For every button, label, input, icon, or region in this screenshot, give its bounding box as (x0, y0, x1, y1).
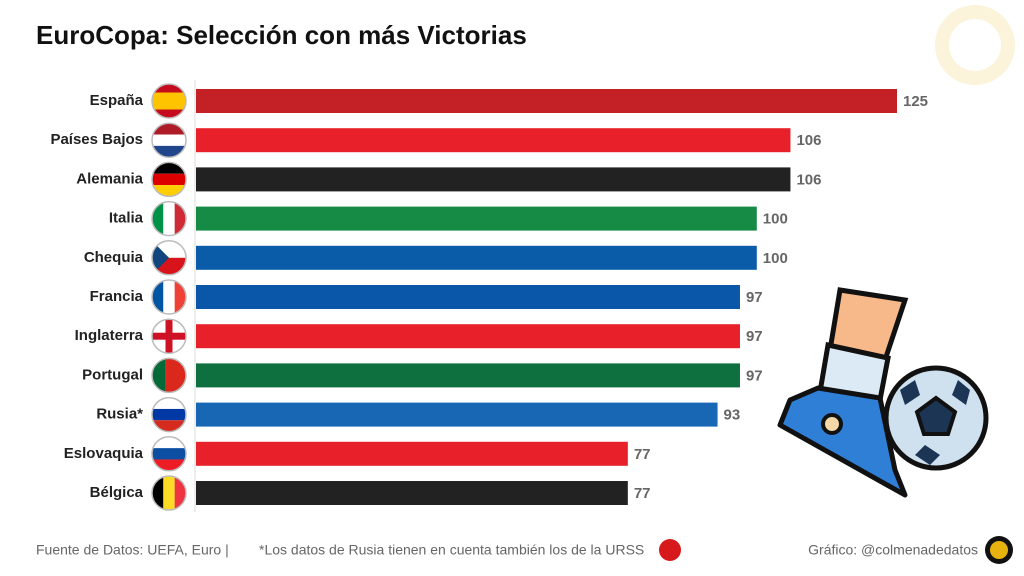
flag-stripe (174, 201, 186, 236)
flag (152, 397, 186, 432)
flag-border (151, 475, 187, 511)
flag-border (151, 357, 187, 394)
ussr-icon (659, 539, 681, 561)
flag-border (151, 240, 187, 276)
bar (196, 441, 628, 466)
flag-stripe (152, 280, 164, 314)
bar (196, 245, 757, 270)
flag (152, 476, 186, 510)
flag-stripe (152, 358, 166, 393)
flag-stripe (152, 162, 186, 174)
flag-border (151, 318, 187, 354)
flag-stripe (165, 358, 186, 393)
flag-stripe (152, 408, 186, 421)
chart-title: EuroCopa: Selección con más Victorias (36, 20, 527, 50)
flag (152, 123, 186, 158)
flag (152, 436, 186, 471)
value-label: 100 (763, 250, 788, 267)
flag-stripe (174, 476, 186, 510)
flag-stripe (152, 123, 186, 135)
y-tick-label: España (90, 92, 144, 109)
y-tick-label: Bélgica (90, 484, 144, 501)
y-tick-label: Chequia (84, 249, 144, 266)
flag-stripe (152, 448, 186, 460)
value-label: 97 (746, 289, 763, 306)
note: *Los datos de Rusia tienen en cuenta tam… (259, 542, 644, 558)
bar (196, 206, 757, 231)
flag-stripe (152, 459, 186, 471)
y-tick-label: Francia (90, 288, 144, 305)
illustration (777, 287, 989, 498)
credit: Gráfico: @colmenadedatos (808, 542, 978, 558)
y-tick-label: Inglaterra (75, 327, 144, 344)
flag-border (151, 436, 187, 472)
flag-stripe (163, 280, 175, 314)
bar (196, 324, 740, 349)
flag-border (151, 83, 187, 119)
flag (152, 240, 186, 275)
value-label: 97 (746, 328, 763, 345)
value-label: 106 (796, 171, 821, 188)
bar (196, 89, 897, 113)
flag-border (151, 161, 187, 198)
flag (152, 358, 186, 393)
flag (152, 319, 186, 354)
flag (152, 162, 186, 197)
flag-stripe (152, 92, 186, 110)
flag-stripe (152, 476, 164, 510)
flag-border (151, 200, 187, 237)
flag-stripe (152, 134, 186, 146)
value-label: 100 (763, 211, 788, 228)
bar (196, 402, 718, 427)
flag-stripe (152, 436, 186, 449)
flag-stripe (152, 201, 164, 236)
flag-stripe (152, 84, 186, 93)
y-tick-label: Eslovaquia (64, 445, 144, 462)
value-label: 77 (634, 485, 651, 502)
flag-stripe (163, 201, 175, 236)
flag-stripe (152, 420, 186, 432)
flag-border (151, 122, 187, 158)
bar (196, 128, 791, 153)
flag-cross (165, 319, 173, 354)
y-tick-label: Alemania (76, 170, 143, 187)
logo (935, 5, 1015, 85)
flag-triangle (152, 240, 169, 275)
flag-stripe (174, 280, 186, 314)
flag-stripe (152, 145, 186, 158)
bar (196, 167, 791, 192)
value-label: 106 (796, 132, 821, 149)
bar (196, 481, 628, 505)
flag-stripe (152, 397, 186, 409)
y-tick-label: Portugal (82, 366, 143, 383)
bar (196, 285, 740, 309)
flag-border (151, 396, 187, 433)
y-tick-label: Rusia* (96, 406, 143, 423)
source: Fuente de Datos: UEFA, Euro | (36, 542, 229, 558)
bar (196, 363, 740, 388)
flag-border (151, 279, 187, 315)
credit-logo-inner (990, 541, 1008, 559)
y-tick-label: Países Bajos (50, 131, 143, 148)
y-tick-label: Italia (109, 210, 144, 227)
flag (152, 201, 186, 236)
value-label: 125 (903, 93, 928, 110)
flag-stripe (152, 109, 186, 118)
flag-stripe (152, 185, 186, 197)
value-label: 93 (724, 407, 741, 424)
flag (152, 280, 186, 314)
value-label: 97 (746, 367, 763, 384)
flag-stripe (152, 173, 186, 186)
flag (152, 84, 186, 118)
value-label: 77 (634, 446, 651, 463)
flag-stripe (163, 476, 175, 510)
